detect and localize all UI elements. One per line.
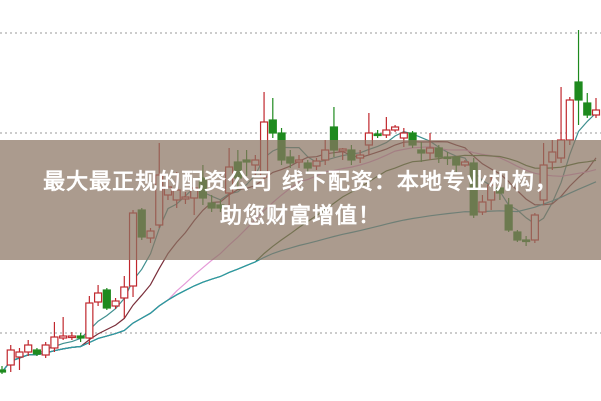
candle-body [15,351,24,358]
candle-up [591,98,601,118]
candle-body [59,335,68,339]
candle-body [76,335,85,339]
candle-body [373,133,382,137]
candle-down [102,288,111,310]
candle-down [373,130,382,138]
candle-body [591,109,601,116]
candle-body [67,335,76,339]
candle-body [382,129,391,136]
candle-up [382,117,391,138]
candle-up [390,125,400,132]
candle-up [59,317,68,340]
candle-down [0,366,7,374]
candle-down [76,333,85,342]
candle-up [24,340,33,356]
candle-body [41,344,50,356]
candle-up [85,296,94,345]
candle-up [120,276,129,318]
candle-body [102,289,111,309]
banner-line-2: 助您财富增值！ [219,204,381,229]
candle-down [583,93,592,118]
candle-body [50,336,59,349]
candle-up [50,322,59,352]
candle-down [268,98,277,138]
candle-body [32,349,42,355]
candle-body [120,286,129,299]
title-banner: 最大最正规的配资公司 线下配资：本地专业机构， 助您财富增值！ [0,140,601,260]
candle-up [93,285,103,306]
candle-down [574,30,583,125]
candle-body [399,132,408,139]
candle-body [93,292,103,303]
candle-up [67,332,76,340]
candle-up [111,298,120,309]
candle-up [15,348,24,370]
candle-body [565,99,574,141]
candle-body [268,119,277,134]
candle-up [565,97,574,145]
candle-body [583,102,592,116]
candle-body [574,81,583,101]
candle-body [6,349,15,366]
candle-up [41,342,50,358]
candle-down [32,348,42,356]
candle-up [6,345,15,372]
candle-body [111,300,120,307]
candle-body [390,126,400,131]
candle-body [24,344,33,353]
candle-body [0,369,7,373]
banner-line-1: 最大最正规的配资公司 线下配资：本地专业机构， [43,170,558,195]
candle-body [85,302,94,339]
